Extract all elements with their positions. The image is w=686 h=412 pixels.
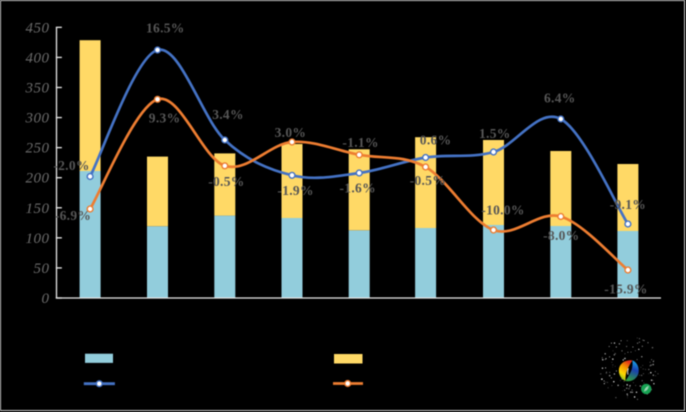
svg-text:100: 100 [26, 231, 50, 247]
svg-text:3.4%: 3.4% [212, 107, 244, 122]
svg-text:150: 150 [26, 201, 50, 217]
svg-text:9.3%: 9.3% [149, 110, 181, 125]
svg-text:-15.9%: -15.9% [604, 281, 647, 296]
svg-text:16.5%: 16.5% [146, 21, 185, 36]
svg-text:-1.6%: -1.6% [340, 180, 376, 195]
svg-text:6.4%: 6.4% [544, 91, 576, 106]
svg-text:200: 200 [26, 171, 50, 187]
svg-text:-8.0%: -8.0% [543, 228, 579, 243]
svg-text:-0.5%: -0.5% [208, 174, 244, 189]
svg-text:450: 450 [26, 20, 50, 36]
svg-text:3.0%: 3.0% [275, 125, 307, 140]
svg-text:400: 400 [26, 50, 50, 66]
svg-text:-1.1%: -1.1% [342, 135, 378, 150]
svg-text:-10.0%: -10.0% [481, 203, 524, 218]
svg-text:-0.5%: -0.5% [410, 173, 446, 188]
svg-text:-6.9%: -6.9% [55, 208, 91, 223]
svg-text:-2.0%: -2.0% [53, 158, 89, 173]
svg-text:0.6%: 0.6% [420, 133, 452, 148]
svg-text:0: 0 [42, 291, 50, 307]
svg-text:350: 350 [25, 81, 50, 97]
svg-text:300: 300 [25, 111, 50, 127]
svg-text:-9.1%: -9.1% [610, 197, 646, 212]
svg-text:-1.9%: -1.9% [277, 183, 313, 198]
svg-text:1.5%: 1.5% [479, 126, 511, 141]
svg-text:250: 250 [26, 141, 50, 157]
svg-text:50: 50 [34, 261, 50, 277]
